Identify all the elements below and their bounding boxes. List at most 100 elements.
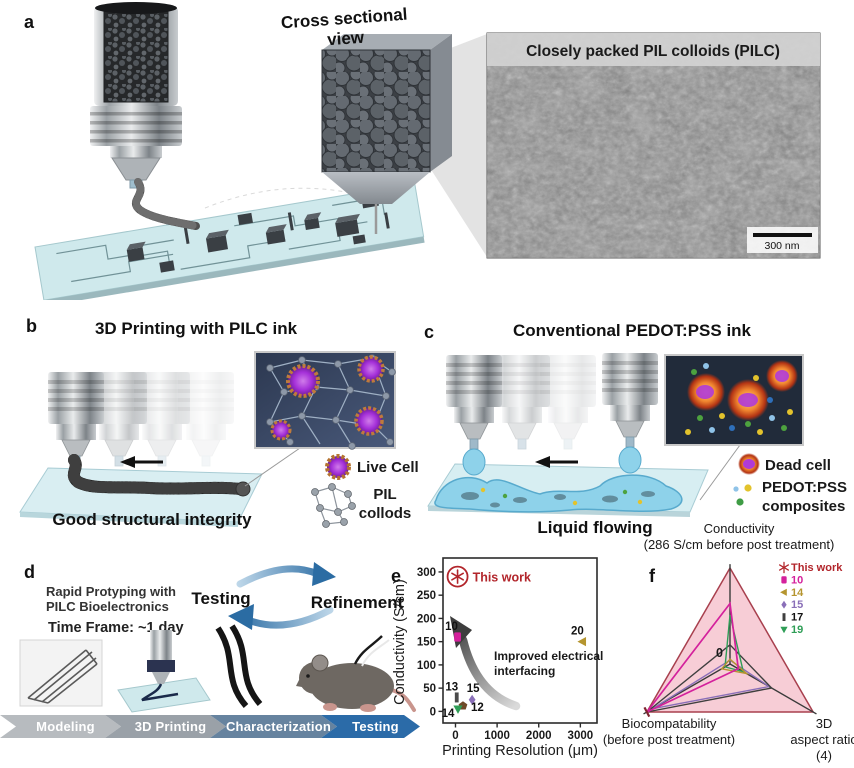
- cycle-refinement-label: Refinement: [311, 593, 404, 612]
- cycle-arrowhead-right: [312, 562, 336, 586]
- zoom-arc: [204, 187, 393, 209]
- dead-cell-inset: [664, 354, 804, 446]
- radar-axis-label: Biocompatability: [622, 716, 717, 731]
- panel-f: f 0 Conductivity(286 S/cm before post tre…: [603, 521, 854, 763]
- printed-filament-texture: [67, 454, 246, 495]
- colloid-cube-illustration: [321, 34, 452, 234]
- cycle-arrowhead-left: [228, 604, 254, 630]
- legend-item-15: 15: [781, 599, 803, 611]
- radar-center-label: 0: [716, 646, 723, 660]
- workflow-step-label: Characterization: [225, 719, 332, 734]
- point-label: 14: [442, 708, 455, 720]
- panel-a: a: [24, 2, 821, 300]
- radar-axis-label: (4): [816, 748, 832, 763]
- legend-label: PEDOT:PSS: [762, 479, 847, 496]
- moving-nozzle-illustration: [47, 371, 235, 467]
- legend-label: PIL: [373, 486, 396, 503]
- iteration-cycle: [228, 562, 336, 630]
- pedot-pss-icon: [733, 484, 752, 506]
- y-tick-label: 250: [417, 590, 436, 602]
- panel-c-label: c: [424, 322, 434, 342]
- mouse-tail: [390, 688, 416, 712]
- liquid-ink: [434, 446, 683, 513]
- legend-label: 14: [791, 587, 804, 599]
- series-17: [646, 643, 773, 713]
- panel-e-label: e: [391, 566, 401, 586]
- annotation-line-2: interfacing: [494, 664, 555, 678]
- legend-label: collods: [359, 505, 412, 522]
- point-label: 10: [445, 621, 458, 633]
- panel-b-legend: Live Cell PIL collods: [311, 454, 419, 528]
- wireframe-model-image: [19, 639, 103, 707]
- x-tick-label: 1000: [484, 730, 510, 742]
- radar-axis-label: aspect ratio: [790, 732, 854, 747]
- cycle-testing-label: Testing: [191, 589, 250, 608]
- panel-c-title: Conventional PEDOT:PSS ink: [513, 321, 752, 340]
- y-tick-label: 150: [417, 637, 436, 649]
- panel-d-label: d: [24, 562, 35, 582]
- inset-connector: [699, 444, 741, 501]
- point-label: 13: [445, 681, 458, 693]
- workflow-step-testing: Testing: [321, 715, 420, 738]
- y-tick-label: 200: [417, 613, 436, 625]
- live-cells: [270, 355, 385, 441]
- svg-text:view: view: [327, 28, 366, 50]
- series-19: [724, 614, 745, 673]
- inset-connector: [244, 447, 301, 487]
- panel-b-caption: Good structural integrity: [52, 510, 252, 529]
- glass-slide-edge: [20, 512, 238, 527]
- point-label: This work: [473, 571, 531, 585]
- legend-item-17: 17: [782, 612, 803, 624]
- y-tick-label: 300: [417, 567, 436, 579]
- composite-dots: [685, 363, 793, 435]
- data-point-15: 15: [467, 683, 480, 705]
- panel-f-label: f: [649, 566, 656, 586]
- workflow-step-3d-printing: 3D Printing: [105, 715, 226, 738]
- annotation-line-1: Improved electrical: [494, 649, 603, 663]
- panel-b-label: b: [26, 316, 37, 336]
- point-label: 15: [467, 683, 480, 695]
- panel-c: c Conventional PEDOT:PSS ink: [424, 321, 847, 537]
- workflow-step-modeling: Modeling: [0, 715, 121, 738]
- vertex-tick: [643, 706, 651, 718]
- x-tick-label: 3000: [568, 730, 594, 742]
- series-10: [646, 601, 740, 713]
- moving-nozzles-illustration: [445, 352, 659, 450]
- x-tick-label: 2000: [526, 730, 552, 742]
- panel-a-label: a: [24, 12, 35, 32]
- radar-chart: 0 Conductivity(286 S/cm before post treat…: [603, 521, 854, 763]
- x-axis-label: Printing Resolution (μm): [442, 743, 598, 759]
- data-point-13: 13: [445, 681, 459, 703]
- data-point-20: 20: [571, 626, 587, 647]
- pil-colloids-icon: [311, 483, 356, 528]
- mouse-image: [296, 635, 416, 712]
- timeframe-label: Time Frame: ~1 day: [48, 620, 184, 636]
- data-point-10: 10: [445, 621, 461, 642]
- printing-nozzle-illustration: [90, 2, 200, 230]
- y-tick-label: 100: [417, 660, 436, 672]
- live-cell-network-inset: [254, 351, 396, 450]
- panel-c-caption: Liquid flowing: [537, 518, 652, 537]
- radar-axis-label: (before post treatment): [603, 732, 735, 747]
- sem-micrograph: Closely packed PIL colloids (PILC) 300 n…: [486, 32, 821, 259]
- workflow-step-label: 3D Printing: [134, 719, 207, 734]
- data-point-this-work: This work: [446, 565, 531, 588]
- panel-d: d Rapid Protyping with PILC Bioelectroni…: [19, 562, 416, 713]
- scale-bar-label: 300 nm: [764, 240, 799, 252]
- radar-axis-label: (286 S/cm before post treatment): [644, 537, 835, 552]
- data-point-14: 14: [442, 705, 463, 720]
- panel-b: b 3D Printing with PILC ink: [19, 316, 419, 529]
- legend-item-14: 14: [780, 587, 804, 599]
- plot-area: [442, 557, 598, 724]
- x-tick-label: 0: [452, 730, 458, 742]
- workflow-step-label: Testing: [352, 719, 399, 734]
- legend-item-this-work: This work: [778, 561, 843, 574]
- radar-axis-label: Conductivity: [704, 521, 775, 536]
- radar-axis-label: 3D: [816, 716, 833, 731]
- workflow-step-characterization: Characterization: [210, 715, 337, 738]
- workflow-bar: Modeling 3D Printing Characterization Testi…: [0, 715, 420, 738]
- legend-label: 17: [791, 612, 803, 624]
